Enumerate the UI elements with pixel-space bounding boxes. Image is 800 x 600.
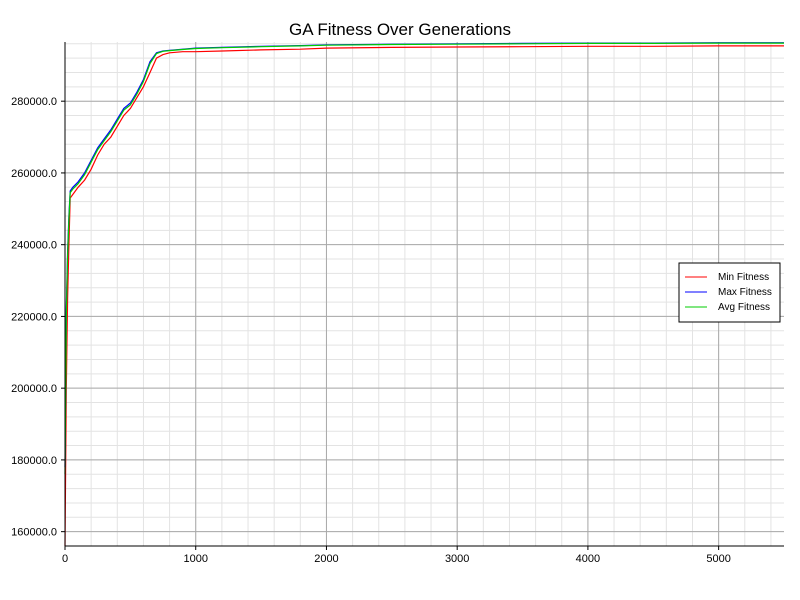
legend-label-min: Min Fitness (718, 272, 769, 283)
legend-label-max: Max Fitness (718, 287, 772, 298)
y-tick-label: 240000.0 (11, 240, 57, 252)
x-tick-label: 0 (62, 553, 68, 565)
series-line-0 (64, 45, 784, 547)
y-tick-label: 180000.0 (11, 455, 57, 467)
axes (64, 42, 784, 547)
chart-title: GA Fitness Over Generations (289, 20, 511, 39)
y-tick-label: 220000.0 (11, 311, 57, 323)
y-axis-ticks: 160000.0 180000.0 200000.0 220000.0 240000.0… (11, 96, 65, 539)
y-tick-label: 200000.0 (11, 383, 57, 395)
y-tick-label: 260000.0 (11, 168, 57, 180)
y-tick-label: 280000.0 (11, 96, 57, 108)
series-lines (64, 42, 784, 547)
x-tick-label: 5000 (706, 553, 730, 565)
y-tick-label: 160000.0 (11, 527, 57, 539)
series-line-2 (64, 42, 784, 475)
x-tick-label: 2000 (314, 553, 338, 565)
legend: Min Fitness Max Fitness Avg Fitness (678, 262, 781, 323)
x-tick-label: 3000 (445, 553, 469, 565)
x-axis-ticks: 0 1000 2000 3000 4000 5000 (62, 546, 731, 565)
legend-label-avg: Avg Fitness (718, 302, 770, 313)
x-tick-label: 1000 (183, 553, 207, 565)
x-tick-label: 4000 (576, 553, 600, 565)
